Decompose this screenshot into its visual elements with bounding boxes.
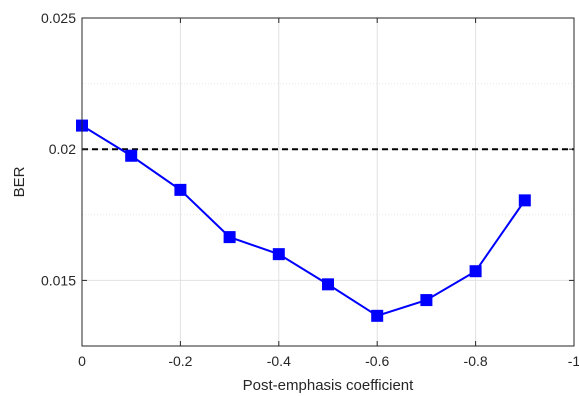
y-tick-label: 0.015 [41,272,76,288]
y-tick-label: 0.02 [49,141,76,157]
tick-labels: 0 -0.2 -0.4 -0.6 -0.8 -1 0.015 0.02 0.025 [41,10,579,369]
data-point [420,294,433,307]
x-tick-label: -0.2 [168,353,192,369]
data-point [371,309,384,322]
y-axis-label: BER [11,166,28,197]
data-point [174,183,187,196]
series-group [76,119,531,322]
data-point [518,194,531,207]
data-point [469,265,482,278]
x-tick-label: 0 [78,353,86,369]
x-axis-label: Post-emphasis coefficient [243,377,414,394]
plot-frame [81,17,575,347]
grid [81,17,575,347]
x-tick-label: -0.8 [464,353,488,369]
series-line [81,124,526,317]
data-point [125,149,138,162]
y-tick-label: 0.025 [41,10,76,26]
x-tick-label: -1 [568,353,579,369]
data-point [223,231,236,244]
data-point [322,278,334,291]
x-tick-label: -0.6 [365,353,389,369]
x-tick-label: -0.4 [267,353,291,369]
data-point [272,248,285,261]
